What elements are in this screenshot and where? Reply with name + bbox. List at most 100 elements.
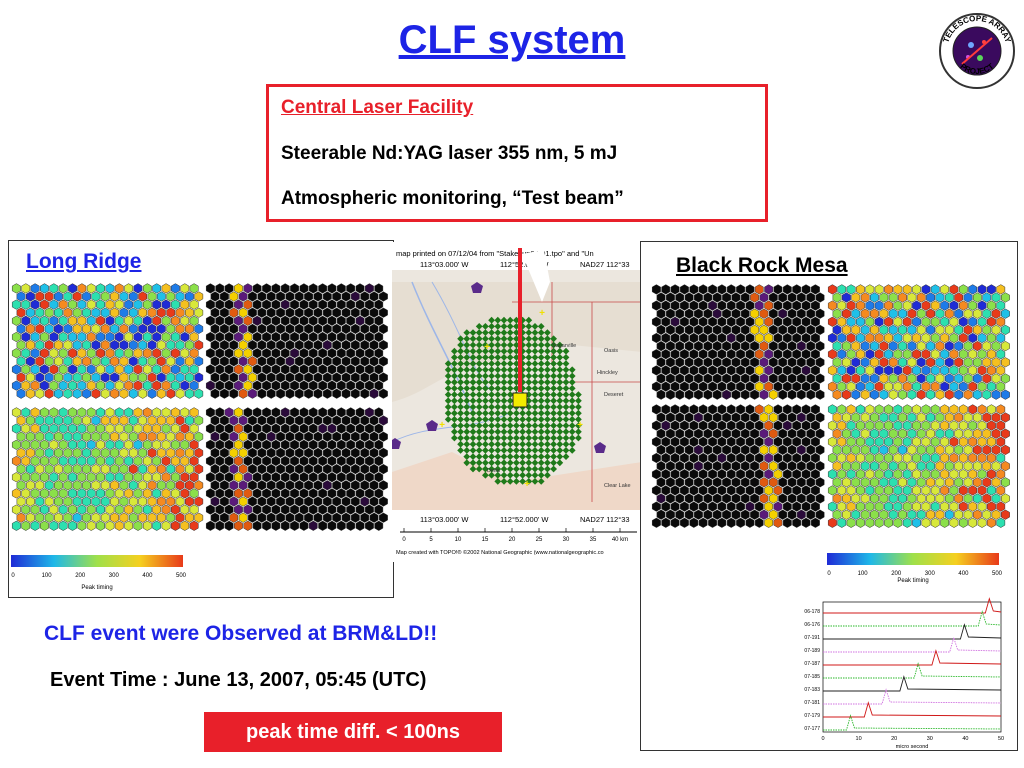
pixel-hexagon bbox=[856, 420, 865, 431]
pixel-hexagon bbox=[801, 436, 811, 447]
scale-tick: 35 bbox=[590, 537, 597, 543]
pixel-hexagon bbox=[110, 372, 120, 383]
pixel-hexagon bbox=[801, 469, 811, 480]
pixel-hexagon bbox=[902, 517, 912, 528]
pixel-hexagon bbox=[949, 349, 959, 360]
pixel-hexagon bbox=[327, 283, 337, 294]
pixel-hexagon bbox=[68, 315, 77, 326]
pixel-hexagon bbox=[318, 488, 328, 499]
pixel-hexagon bbox=[161, 364, 171, 375]
detector-site bbox=[500, 447, 508, 454]
pixel-hexagon bbox=[224, 380, 234, 391]
pixel-hexagon bbox=[898, 509, 907, 520]
pixel-hexagon bbox=[977, 365, 987, 376]
pixel-hexagon bbox=[205, 299, 215, 310]
detector-site bbox=[475, 329, 483, 336]
pixel-hexagon bbox=[754, 316, 764, 327]
pixel-hexagon bbox=[280, 331, 290, 343]
detector-site bbox=[488, 391, 495, 398]
pixel-hexagon bbox=[341, 464, 351, 475]
pixel-hexagon bbox=[175, 415, 185, 426]
pixel-hexagon bbox=[698, 404, 708, 415]
pixel-hexagon bbox=[16, 447, 26, 458]
pixel-hexagon bbox=[916, 444, 926, 455]
pixel-hexagon bbox=[248, 323, 257, 334]
pixel-hexagon bbox=[322, 447, 332, 458]
pixel-hexagon bbox=[726, 381, 736, 392]
pixel-hexagon bbox=[294, 388, 304, 399]
pixel-hexagon bbox=[86, 439, 96, 450]
pixel-hexagon bbox=[77, 331, 87, 343]
pixel-hexagon bbox=[44, 291, 54, 302]
pixel-hexagon bbox=[865, 485, 875, 496]
pixel-hexagon bbox=[698, 381, 708, 392]
pixel-hexagon bbox=[360, 496, 370, 507]
pixel-hexagon bbox=[846, 404, 856, 415]
pixel-hexagon bbox=[949, 485, 959, 496]
pixel-hexagon bbox=[49, 348, 59, 359]
pixel-hexagon bbox=[346, 407, 356, 418]
pixel-hexagon bbox=[257, 512, 267, 523]
pixel-hexagon bbox=[30, 455, 40, 467]
pixel-hexagon bbox=[180, 423, 190, 434]
pixel-hexagon bbox=[745, 436, 755, 447]
pixel-hexagon bbox=[16, 291, 26, 302]
pixel-hexagon bbox=[680, 469, 689, 480]
pixel-hexagon bbox=[180, 472, 190, 483]
pixel-hexagon bbox=[229, 464, 239, 475]
pixel-hexagon bbox=[912, 501, 921, 512]
pixel-hexagon bbox=[815, 444, 825, 455]
pixel-hexagon bbox=[968, 300, 978, 311]
pixel-hexagon bbox=[958, 501, 968, 512]
pixel-hexagon bbox=[350, 464, 360, 475]
pixel-hexagon bbox=[842, 493, 851, 504]
pixel-hexagon bbox=[912, 436, 921, 447]
pixel-hexagon bbox=[888, 373, 898, 384]
pixel-hexagon bbox=[764, 452, 774, 464]
pixel-hexagon bbox=[290, 299, 299, 310]
pixel-hexagon bbox=[238, 356, 248, 367]
pixel-hexagon bbox=[142, 520, 152, 531]
detector-site bbox=[463, 416, 471, 423]
pixel-hexagon bbox=[238, 496, 248, 507]
pixel-hexagon bbox=[787, 477, 797, 488]
pixel-hexagon bbox=[205, 283, 215, 294]
trace-line bbox=[823, 714, 1002, 731]
pixel-hexagon bbox=[332, 388, 342, 399]
pixel-hexagon bbox=[698, 316, 708, 327]
detector-site bbox=[463, 447, 471, 454]
pixel-hexagon bbox=[194, 480, 204, 491]
pixel-hexagon bbox=[977, 404, 987, 415]
pixel-hexagon bbox=[128, 447, 138, 458]
pixel-hexagon bbox=[801, 349, 811, 360]
pixel-hexagon bbox=[229, 291, 239, 302]
pixel-hexagon bbox=[986, 316, 996, 327]
pixel-hexagon bbox=[170, 407, 180, 418]
trace-x-tick: 20 bbox=[891, 736, 897, 742]
pixel-hexagon bbox=[49, 299, 59, 310]
pixel-hexagon bbox=[680, 332, 689, 344]
pixel-hexagon bbox=[86, 455, 96, 467]
pixel-hexagon bbox=[726, 284, 736, 295]
pixel-hexagon bbox=[114, 439, 124, 450]
pixel-hexagon bbox=[210, 512, 220, 523]
pixel-hexagon bbox=[369, 415, 379, 426]
pixel-hexagon bbox=[161, 407, 171, 418]
pixel-hexagon bbox=[750, 444, 760, 455]
pixel-hexagon bbox=[982, 509, 992, 520]
pixel-hexagon bbox=[54, 291, 63, 302]
pixel-hexagon bbox=[119, 464, 129, 475]
pixel-hexagon bbox=[837, 365, 847, 376]
pixel-hexagon bbox=[147, 291, 157, 302]
pixel-hexagon bbox=[210, 340, 220, 351]
pixel-hexagon bbox=[257, 291, 267, 302]
pixel-hexagon bbox=[722, 428, 731, 439]
pixel-hexagon bbox=[285, 480, 295, 491]
pixel-hexagon bbox=[754, 517, 764, 528]
pixel-hexagon bbox=[346, 423, 356, 434]
pixel-hexagon bbox=[100, 388, 110, 399]
pixel-hexagon bbox=[810, 332, 820, 344]
pixel-hexagon bbox=[902, 404, 912, 415]
detector-site bbox=[544, 403, 551, 411]
pixel-hexagon bbox=[860, 357, 870, 368]
